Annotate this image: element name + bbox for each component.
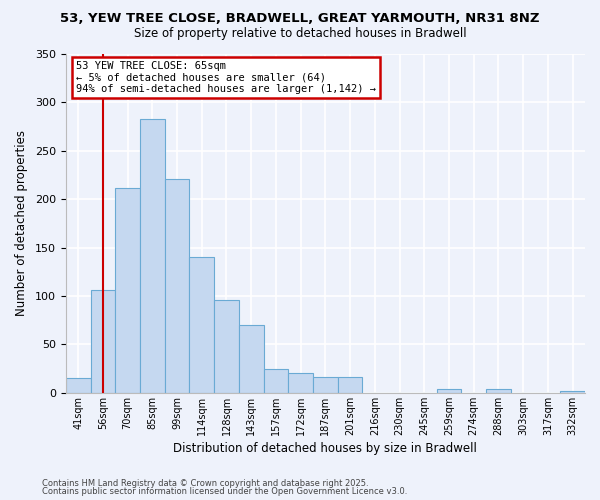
Bar bbox=[437, 389, 461, 393]
Bar bbox=[91, 290, 115, 393]
Bar bbox=[289, 372, 313, 393]
Bar bbox=[486, 389, 511, 393]
Y-axis label: Number of detached properties: Number of detached properties bbox=[15, 130, 28, 316]
Bar bbox=[214, 300, 239, 393]
Bar bbox=[115, 188, 140, 393]
Text: 53, YEW TREE CLOSE, BRADWELL, GREAT YARMOUTH, NR31 8NZ: 53, YEW TREE CLOSE, BRADWELL, GREAT YARM… bbox=[60, 12, 540, 26]
Bar bbox=[263, 368, 289, 393]
Bar bbox=[164, 179, 190, 393]
Bar bbox=[313, 378, 338, 393]
Text: 53 YEW TREE CLOSE: 65sqm
← 5% of detached houses are smaller (64)
94% of semi-de: 53 YEW TREE CLOSE: 65sqm ← 5% of detache… bbox=[76, 61, 376, 94]
Bar bbox=[66, 378, 91, 393]
Bar bbox=[140, 119, 164, 393]
Text: Size of property relative to detached houses in Bradwell: Size of property relative to detached ho… bbox=[134, 28, 466, 40]
Text: Contains HM Land Registry data © Crown copyright and database right 2025.: Contains HM Land Registry data © Crown c… bbox=[42, 478, 368, 488]
X-axis label: Distribution of detached houses by size in Bradwell: Distribution of detached houses by size … bbox=[173, 442, 478, 455]
Bar bbox=[190, 258, 214, 393]
Bar bbox=[560, 391, 585, 393]
Bar bbox=[239, 325, 263, 393]
Text: Contains public sector information licensed under the Open Government Licence v3: Contains public sector information licen… bbox=[42, 487, 407, 496]
Bar bbox=[338, 378, 362, 393]
